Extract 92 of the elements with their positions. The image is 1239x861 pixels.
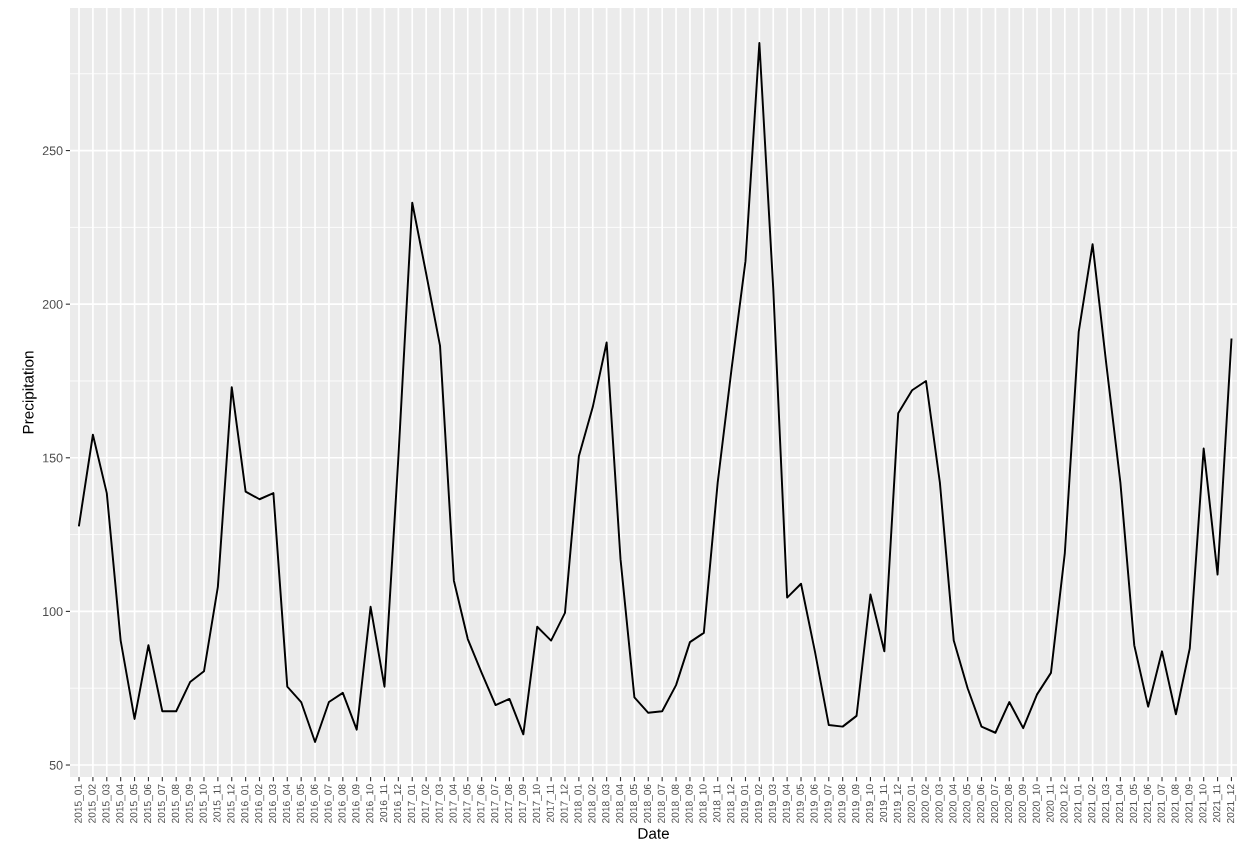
- x-tick-label: 2015_05: [130, 784, 140, 823]
- x-tick-label: 2021_06: [1143, 784, 1153, 823]
- x-tick-label: 2019_06: [810, 784, 820, 823]
- x-tick-label: 2015_06: [143, 784, 154, 823]
- x-tick-label: 2019_03: [768, 784, 778, 823]
- x-tick-label: 2015_09: [185, 784, 195, 823]
- x-tick-label: 2017_10: [532, 784, 542, 823]
- x-tick-label: 2016_06: [310, 784, 320, 823]
- x-tick-label: 2015_12: [227, 784, 237, 823]
- x-tick-label: 2021_05: [1129, 784, 1139, 823]
- y-tick-label: 150: [43, 453, 63, 463]
- x-tick-label: 2020_04: [949, 784, 959, 823]
- y-tick-label: 200: [42, 299, 63, 309]
- x-tick-label: 2017_06: [477, 784, 487, 823]
- x-tick-label: 2021_07: [1157, 784, 1167, 823]
- x-tick-label: 2020_09: [1018, 784, 1028, 823]
- y-tick-label: 250: [42, 146, 63, 156]
- x-tick-label: 2019_02: [754, 784, 764, 823]
- x-tick-label: 2019_08: [838, 784, 848, 823]
- x-tick-label: 2019_12: [893, 784, 903, 823]
- x-tick-label: 2015_04: [116, 784, 126, 823]
- x-tick-label: 2019_07: [824, 784, 834, 823]
- x-tick-label: 2019_01: [741, 784, 751, 823]
- x-tick-label: 2015_10: [199, 784, 209, 823]
- x-tick-label: 2015_11: [213, 784, 223, 823]
- x-tick-label: 2018_05: [629, 784, 640, 823]
- x-tick-label: 2020_03: [935, 784, 945, 823]
- x-tick-label: 2018_10: [699, 784, 709, 823]
- x-tick-label: 2016_05: [296, 784, 306, 823]
- x-tick-label: 2020_10: [1032, 784, 1042, 823]
- y-axis-title: Precipitation: [22, 351, 37, 434]
- x-tick-label: 2018_08: [671, 784, 681, 823]
- x-tick-label: 2020_02: [921, 784, 931, 823]
- x-tick-label: 2021_11: [1213, 784, 1223, 823]
- x-tick-label: 2018_02: [588, 784, 598, 823]
- x-axis-title: Date: [638, 828, 669, 839]
- x-tick-label: 2019_05: [796, 784, 806, 823]
- x-tick-label: 2021_03: [1102, 784, 1112, 823]
- x-tick-label: 2016_08: [338, 784, 348, 823]
- x-tick-label: 2021_01: [1074, 784, 1084, 823]
- x-tick-label: 2018_11: [713, 784, 723, 823]
- x-tick-label: 2017_01: [407, 784, 417, 823]
- x-tick-label: 2018_07: [657, 784, 667, 823]
- x-tick-label: 2016_11: [380, 784, 390, 823]
- x-tick-label: 2020_06: [977, 784, 987, 823]
- x-tick-label: 2019_10: [865, 784, 876, 823]
- x-tick-label: 2019_09: [852, 784, 862, 823]
- x-tick-label: 2018_01: [574, 784, 584, 823]
- x-tick-label: 2015_02: [88, 784, 98, 823]
- x-tick-label: 2018_04: [616, 784, 626, 823]
- x-tick-label: 2021_02: [1088, 784, 1098, 823]
- x-tick-label: 2015_01: [74, 784, 84, 823]
- x-tick-label: 2021_09: [1185, 784, 1195, 823]
- x-tick-label: 2016_01: [241, 784, 251, 823]
- x-tick-label: 2019_11: [879, 784, 889, 823]
- x-tick-label: 2016_04: [282, 784, 292, 823]
- x-tick-label: 2015_03: [102, 784, 112, 823]
- x-tick-label: 2017_08: [504, 784, 515, 823]
- x-tick-label: 2018_09: [685, 784, 695, 823]
- x-tick-label: 2016_09: [352, 784, 362, 823]
- x-tick-label: 2020_11: [1046, 784, 1056, 823]
- x-tick-label: 2020_12: [1060, 784, 1070, 823]
- x-tick-label: 2021_10: [1199, 784, 1209, 823]
- line-series: [78, 42, 1233, 743]
- x-tick-label: 2016_12: [393, 784, 403, 823]
- x-tick-label: 2020_05: [963, 784, 973, 823]
- x-tick-label: 2018_12: [727, 784, 737, 823]
- x-tick-label: 2021_08: [1171, 784, 1181, 823]
- x-tick-label: 2018_03: [602, 784, 612, 823]
- x-tick-label: 2017_09: [518, 784, 528, 823]
- x-tick-label: 2016_03: [268, 784, 279, 823]
- y-tick-label: 100: [43, 607, 63, 617]
- x-tick-label: 2019_04: [782, 784, 792, 823]
- x-tick-label: 2016_02: [255, 784, 265, 823]
- x-tick-label: 2017_11: [546, 784, 556, 823]
- x-tick-label: 2016_07: [324, 784, 334, 823]
- x-tick-label: 2017_12: [560, 784, 570, 823]
- x-tick-label: 2017_03: [435, 784, 445, 823]
- x-tick-label: 2015_08: [171, 784, 181, 823]
- x-tick-label: 2021_12: [1226, 784, 1237, 823]
- x-tick-label: 2020_08: [1004, 784, 1014, 823]
- x-tick-label: 2017_07: [491, 784, 501, 823]
- x-tick-label: 2021_04: [1115, 784, 1126, 823]
- y-tick-label: 50: [49, 760, 63, 770]
- x-tick-label: 2015_07: [157, 784, 167, 823]
- x-tick-label: 2020_07: [990, 784, 1001, 823]
- x-tick-label: 2017_04: [449, 784, 459, 823]
- x-tick-label: 2018_06: [643, 784, 653, 823]
- x-tick-label: 2017_02: [421, 784, 431, 823]
- x-tick-label: 2016_10: [366, 784, 376, 823]
- x-tick-label: 2017_05: [463, 784, 473, 823]
- x-tick-label: 2020_01: [907, 784, 917, 823]
